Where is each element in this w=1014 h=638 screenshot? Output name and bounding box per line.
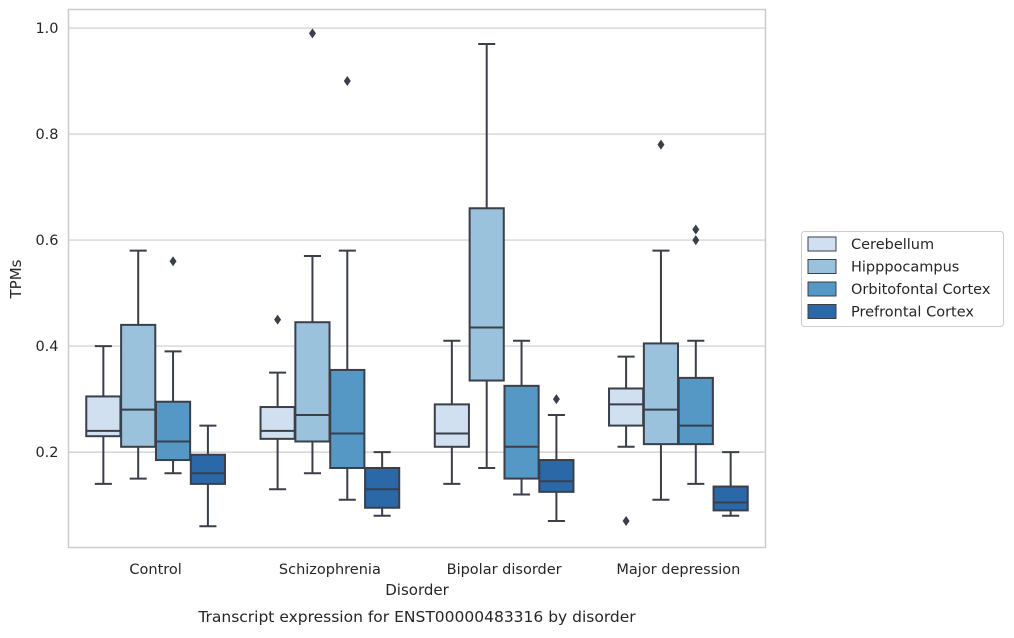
box-group — [642, 139, 680, 501]
y-tick-label: 0.2 — [35, 445, 58, 461]
y-tick-label: 1.0 — [35, 21, 58, 37]
box-group — [120, 249, 157, 480]
box-iqr — [642, 342, 680, 446]
legend-swatch — [807, 281, 837, 297]
outlier-point — [692, 224, 700, 235]
box-group — [259, 314, 296, 491]
box-group — [677, 224, 714, 485]
x-tick-label: Bipolar disorder — [447, 562, 562, 578]
outlier-point — [274, 314, 282, 325]
series-prefrontal-cortex — [189, 394, 749, 528]
outlier-point — [622, 515, 630, 526]
legend: Cerebellum Hipppocampus Orbitofontal Corte… — [801, 231, 1004, 327]
box-group — [294, 28, 331, 475]
legend-frame — [801, 231, 1004, 327]
box-group — [329, 76, 366, 501]
outlier-point — [552, 394, 560, 405]
legend-swatch — [807, 304, 837, 319]
box-iqr — [329, 368, 366, 469]
y-axis-ticks: 0.2 0.4 0.6 0.8 1.0 — [35, 21, 58, 461]
legend-items: Cerebellum Hipppocampus Orbitofontal Corte… — [807, 236, 991, 321]
box-group — [608, 355, 645, 526]
box-group — [503, 339, 540, 496]
legend-label: Hipppocampus — [851, 260, 959, 276]
plot-area-frame — [67, 8, 767, 549]
outlier-point — [308, 28, 316, 39]
series-orbitofontal-cortex — [154, 76, 714, 501]
box-iqr — [712, 485, 749, 512]
x-tick-label: Schizophrenia — [279, 562, 381, 578]
box-iqr — [364, 466, 401, 509]
box-iqr — [468, 207, 505, 382]
box-group — [85, 345, 122, 485]
box-iqr — [433, 403, 470, 448]
box-iqr — [189, 453, 226, 485]
x-tick-label: Major depression — [616, 562, 740, 578]
y-tick-label: 0.6 — [35, 233, 58, 249]
box-iqr — [538, 459, 575, 493]
box-iqr — [259, 406, 296, 440]
box-iqr — [120, 323, 157, 448]
x-axis-label: Disorder — [385, 581, 449, 599]
box-group — [712, 451, 749, 517]
y-tick-label: 0.8 — [35, 127, 58, 143]
x-tick-label: Control — [129, 562, 181, 578]
box-iqr — [154, 400, 192, 462]
outlier-point — [343, 76, 351, 87]
legend-swatch — [807, 236, 837, 252]
outlier-point — [169, 256, 177, 267]
legend-label: Orbitofontal Cortex — [851, 282, 991, 298]
box-iqr — [677, 376, 714, 446]
box-group — [468, 42, 505, 469]
x-axis-ticks: Control Schizophrenia Bipolar disorder Majo… — [129, 562, 740, 578]
box-group — [364, 451, 401, 517]
chart-caption: Transcript expression for ENST0000048331… — [197, 608, 636, 626]
series-hipppocampus — [120, 28, 680, 501]
box-iqr — [608, 387, 645, 427]
box-group — [189, 424, 226, 528]
outlier-point — [692, 235, 700, 246]
box-iqr — [503, 384, 540, 480]
box-iqr — [294, 321, 331, 443]
box-group — [433, 339, 470, 485]
box-group — [538, 394, 575, 522]
legend-label: Prefrontal Cortex — [851, 305, 974, 321]
box-marks — [85, 28, 749, 528]
legend-swatch — [807, 259, 837, 274]
legend-label: Cerebellum — [851, 237, 934, 253]
box-group — [154, 256, 192, 475]
outlier-point — [657, 139, 665, 150]
y-axis-label: TPMs — [7, 259, 25, 299]
y-tick-label: 0.4 — [35, 339, 58, 355]
